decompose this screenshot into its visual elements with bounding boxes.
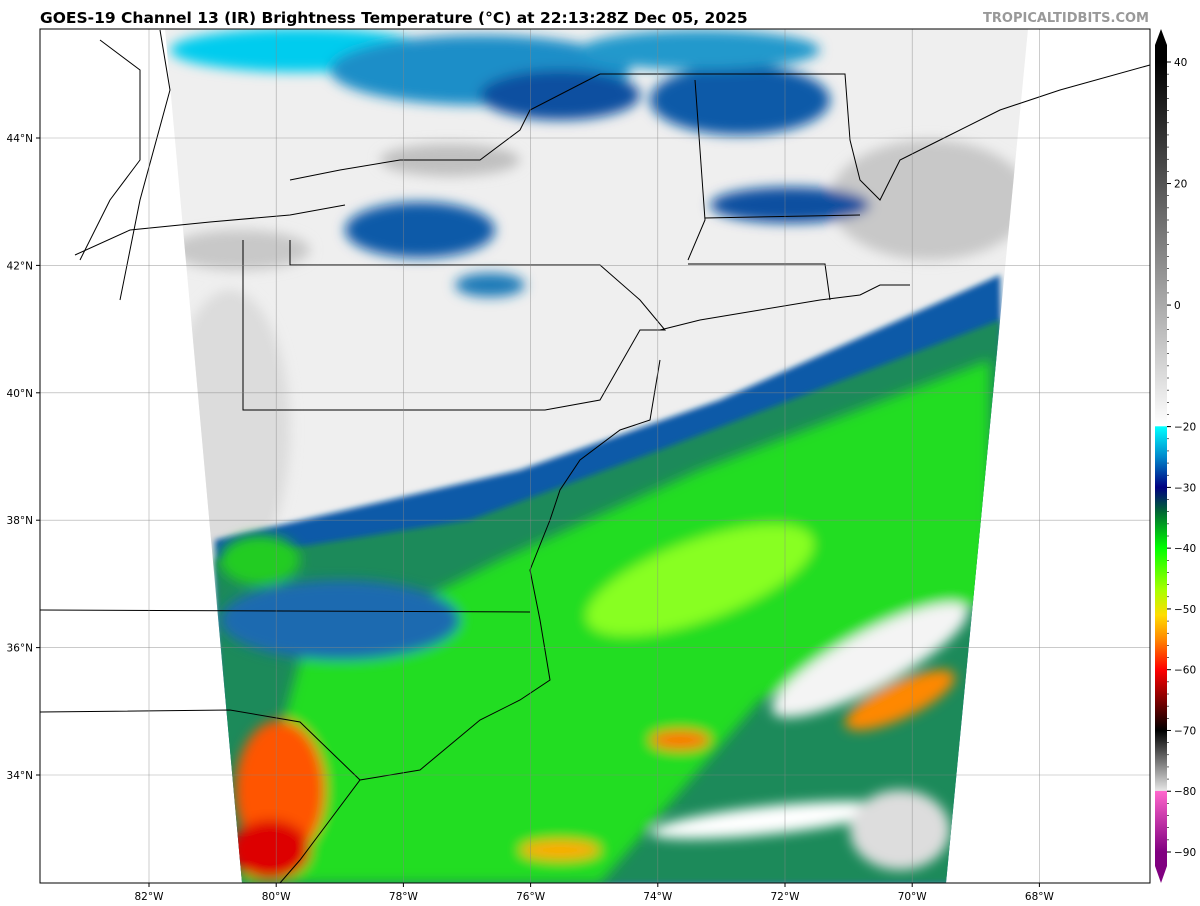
lon-tick-label: 80°W — [262, 891, 292, 903]
colorbar-tick-label: −60 — [1174, 665, 1196, 677]
lat-tick-label: 34°N — [7, 770, 33, 782]
colorbar-bar — [1155, 45, 1167, 866]
lon-tick-label: 68°W — [1025, 891, 1055, 903]
coastlines — [40, 29, 1150, 883]
colorbar-lower-arrow — [1155, 866, 1167, 883]
colorbar: 40 20 0 −20 −30 −40 −50 −60 −70 −80 −90 — [1155, 29, 1196, 883]
colorbar-tick-label: −90 — [1174, 847, 1196, 859]
colorbar-tick-label: −20 — [1174, 422, 1196, 434]
lon-tick-label: 74°W — [643, 891, 673, 903]
longitude-axis: 82°W 80°W 78°W 76°W 74°W 72°W 70°W 68°W — [135, 883, 1055, 903]
lon-tick-label: 70°W — [898, 891, 928, 903]
gridlines — [40, 29, 1150, 883]
lat-tick-label: 44°N — [7, 133, 33, 145]
map-frame — [39, 28, 1151, 884]
colorbar-tick-label: −50 — [1174, 604, 1196, 616]
lat-tick-label: 36°N — [7, 643, 33, 655]
lon-tick-label: 72°W — [771, 891, 801, 903]
colorbar-upper-arrow — [1155, 29, 1167, 45]
latitude-axis: 44°N 42°N 40°N 38°N 36°N 34°N — [7, 133, 40, 782]
watermark: TROPICALTIDBITS.COM — [983, 11, 1149, 26]
colorbar-tick-label: −80 — [1174, 786, 1196, 798]
map-title: GOES-19 Channel 13 (IR) Brightness Tempe… — [40, 9, 748, 27]
colorbar-tick-label: 20 — [1174, 179, 1187, 191]
colorbar-tick-label: −40 — [1174, 543, 1196, 555]
lat-tick-label: 42°N — [7, 260, 33, 272]
lon-tick-label: 82°W — [135, 891, 165, 903]
lon-tick-label: 78°W — [389, 891, 419, 903]
lat-tick-label: 38°N — [7, 515, 33, 527]
lon-tick-label: 76°W — [516, 891, 546, 903]
colorbar-tick-label: 0 — [1174, 300, 1181, 312]
colorbar-tick-label: −30 — [1174, 482, 1196, 494]
colorbar-tick-label: 40 — [1174, 57, 1187, 69]
colorbar-tick-label: −70 — [1174, 725, 1196, 737]
lat-tick-label: 40°N — [7, 388, 33, 400]
